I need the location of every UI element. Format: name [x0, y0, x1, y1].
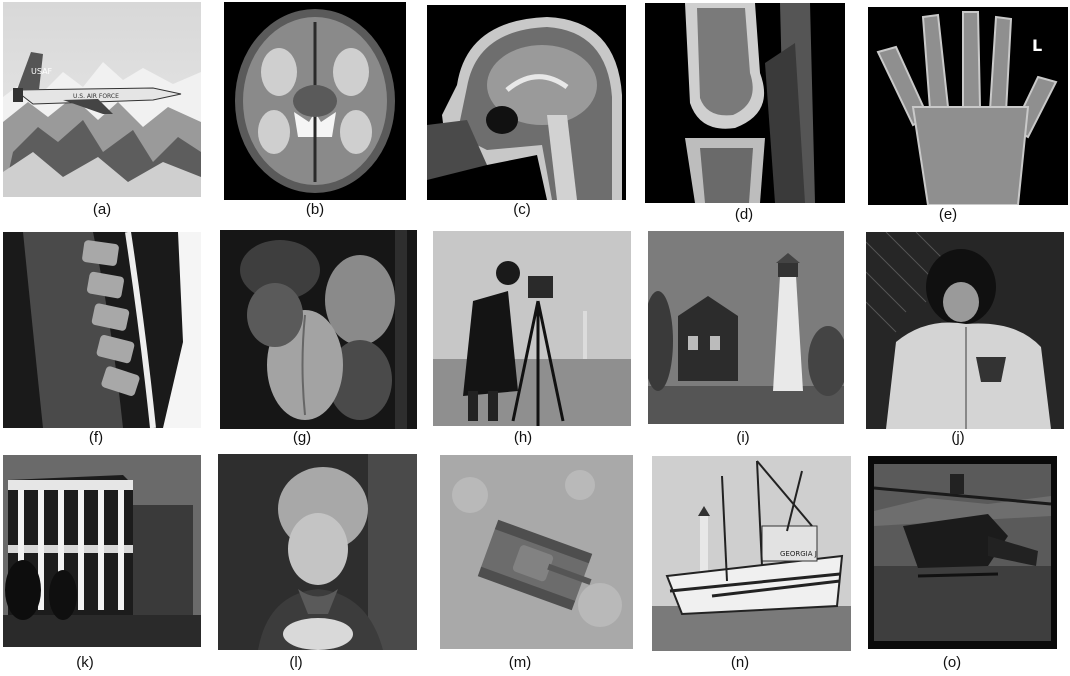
caption-e: (e) [938, 206, 958, 223]
caption-d: (d) [734, 206, 754, 223]
jet-body-text: U.S. AIR FORCE [73, 93, 119, 100]
caption-j: (j) [951, 429, 965, 446]
image-l-woman-portrait [218, 454, 417, 650]
caption-m: (m) [508, 654, 532, 671]
image-n-fishing-boat: GEORGIA J [652, 456, 851, 651]
hand-marker: L [1032, 36, 1042, 55]
image-a-jet: USAF U.S. AIR FORCE [3, 2, 201, 197]
boat-name: GEORGIA J [780, 550, 817, 558]
image-k-mansion [3, 455, 201, 647]
caption-k: (k) [76, 654, 94, 671]
image-h-cameraman [433, 231, 631, 426]
image-d-knee-mri [645, 3, 845, 203]
image-e-hand-xray: L [868, 7, 1068, 205]
image-o-helicopter [868, 456, 1057, 649]
caption-c: (c) [513, 201, 531, 218]
image-m-tank [440, 455, 633, 649]
image-j-child [866, 232, 1064, 429]
caption-a: (a) [92, 201, 112, 218]
caption-f: (f) [88, 429, 104, 446]
caption-n: (n) [730, 654, 750, 671]
caption-i: (i) [736, 429, 750, 446]
image-g-walnuts [220, 230, 417, 429]
image-i-lighthouse [648, 231, 844, 424]
caption-h: (h) [513, 429, 533, 446]
image-f-spine-mri [3, 232, 201, 428]
caption-o: (o) [942, 654, 962, 671]
caption-b: (b) [305, 201, 325, 218]
caption-g: (g) [292, 429, 312, 446]
image-c-head-sagittal-mri [427, 5, 626, 200]
caption-l: (l) [289, 654, 303, 671]
image-b-brain-axial-mri [224, 2, 406, 200]
jet-tail-text: USAF [31, 67, 53, 76]
